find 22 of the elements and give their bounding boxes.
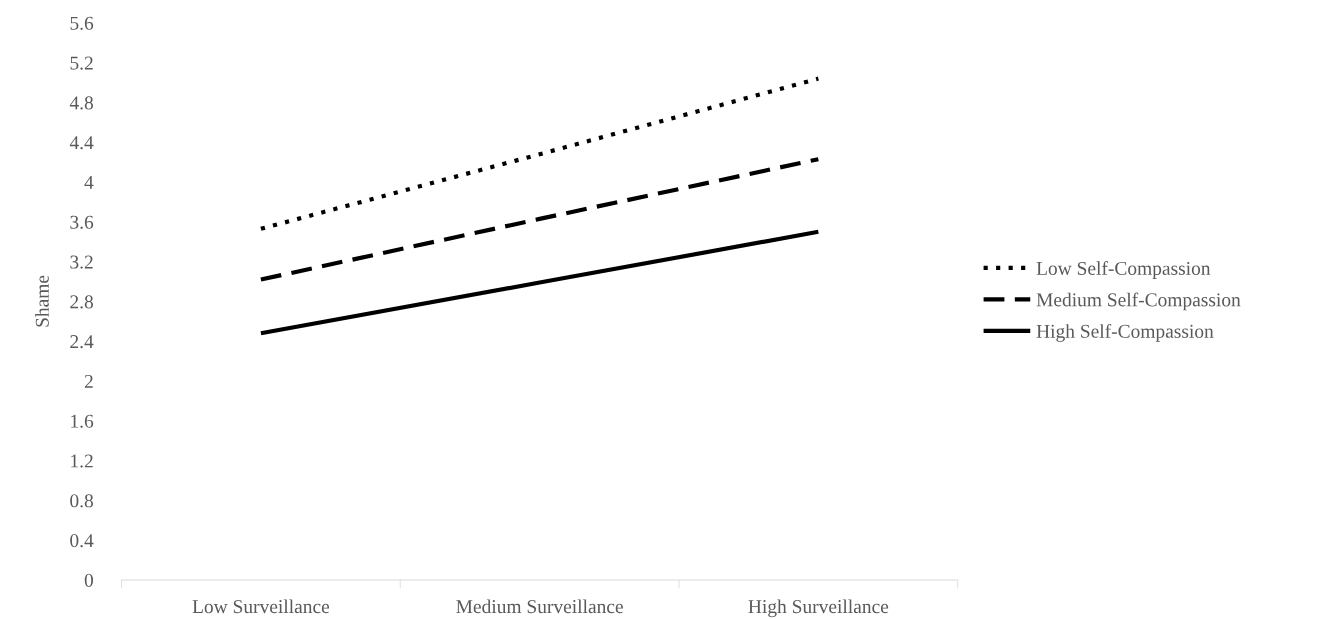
- y-tick-label: 1.2: [71, 454, 93, 468]
- legend-label: Medium Self-Compassion: [1036, 292, 1241, 311]
- legend-label: High Self-Compassion: [1036, 323, 1214, 342]
- y-tick-label: 4.4: [69, 136, 94, 150]
- y-tick-label: 3.2: [70, 255, 93, 269]
- y-axis-title: Shame: [35, 275, 49, 327]
- legend-label: Low Self-Compassion: [1036, 261, 1211, 279]
- x-tick-label: Low Surveillance: [192, 599, 330, 614]
- y-tick-label: 2.4: [70, 335, 94, 349]
- y-tick-label: 5.6: [70, 16, 94, 30]
- x-tick-label: High Surveillance: [748, 599, 889, 618]
- y-tick-label: 0: [84, 573, 94, 587]
- y-tick-label: 2.8: [70, 295, 94, 309]
- y-tick-label: 4: [84, 176, 94, 189]
- x-tick-label: Medium Surveillance: [456, 599, 623, 614]
- y-tick-label: 4.8: [69, 96, 94, 110]
- y-tick-label: 3.6: [70, 215, 94, 229]
- y-tick-label: 1.6: [71, 414, 94, 428]
- y-tick-label: 2: [84, 374, 93, 388]
- y-tick-label: 0.4: [70, 534, 94, 548]
- y-tick-label: 0.8: [70, 494, 94, 508]
- y-tick-label: 5.2: [70, 56, 93, 70]
